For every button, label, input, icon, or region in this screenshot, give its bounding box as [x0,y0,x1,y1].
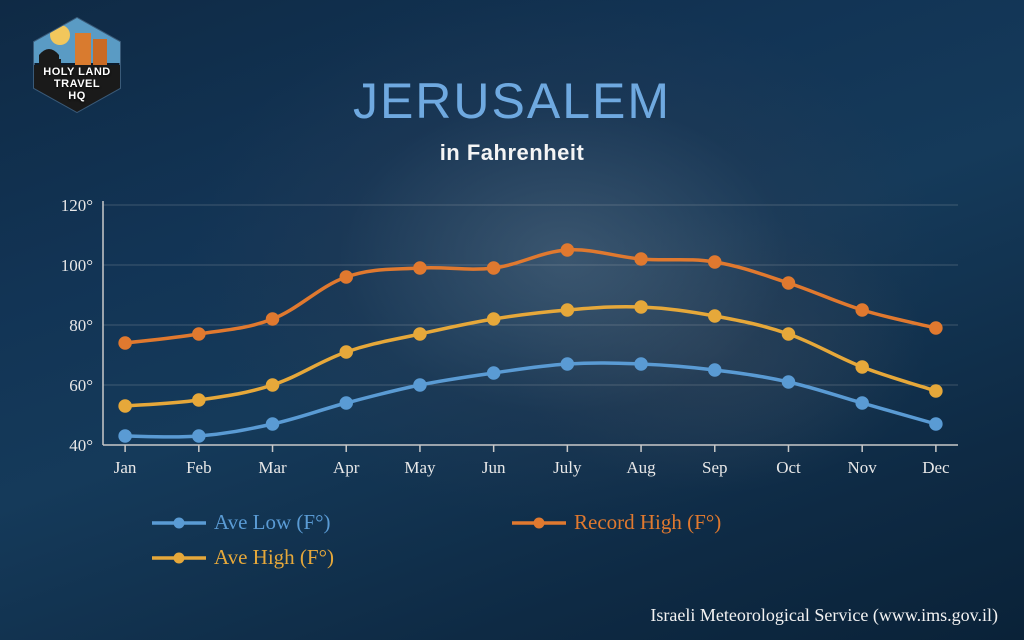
data-point [709,257,720,268]
data-point [636,302,647,313]
y-axis-label: 100° [61,256,93,275]
data-point [488,368,499,379]
series-line-ave_high [125,307,936,406]
data-point [341,347,352,358]
x-axis-label: Apr [333,458,360,477]
x-axis-label: Mar [258,458,287,477]
data-point [193,431,204,442]
data-point [120,431,131,442]
data-point [783,377,794,388]
chart-title: JERUSALEM [0,72,1024,130]
data-point [267,419,278,430]
data-point [562,359,573,370]
y-axis-label: 80° [69,316,93,335]
x-axis-label: May [404,458,436,477]
data-point [414,329,425,340]
data-point [783,278,794,289]
legend-label: Ave High (F°) [214,545,334,570]
data-point [267,380,278,391]
data-point [930,386,941,397]
data-point [930,419,941,430]
data-point [488,263,499,274]
data-point [930,323,941,334]
data-point [636,359,647,370]
x-axis-label: Oct [776,458,801,477]
legend-swatch-icon [150,513,208,533]
x-axis-label: Nov [848,458,878,477]
data-point [709,365,720,376]
data-point [193,329,204,340]
x-axis-label: Feb [186,458,212,477]
data-point [341,398,352,409]
data-point [267,314,278,325]
y-axis-label: 120° [61,196,93,215]
x-axis-label: Dec [922,458,950,477]
data-source-attribution: Israeli Meteorological Service (www.ims.… [650,605,998,626]
series-line-ave_low [125,363,936,437]
legend-swatch-icon [510,513,568,533]
data-point [120,338,131,349]
legend-swatch-icon [150,548,208,568]
data-point [857,305,868,316]
x-axis-label: Jun [482,458,506,477]
legend-label: Ave Low (F°) [214,510,330,535]
data-point [562,245,573,256]
y-axis-label: 40° [69,436,93,455]
data-point [709,311,720,322]
x-axis-label: Jan [114,458,137,477]
data-point [857,362,868,373]
data-point [783,329,794,340]
chart-legend: Ave Low (F°) Record High (F°) Ave High (F°… [150,510,910,570]
data-point [414,380,425,391]
legend-item-ave_high: Ave High (F°) [150,545,510,570]
temperature-line-chart: 40° 60° 80° 100° 120° Jan Feb Mar Apr May Jun July A… [48,195,968,495]
legend-item-ave_low: Ave Low (F°) [150,510,510,535]
legend-label: Record High (F°) [574,510,721,535]
data-point [193,395,204,406]
data-point [488,314,499,325]
data-point [414,263,425,274]
x-axis-label: Aug [626,458,656,477]
x-axis-label: Sep [702,458,728,477]
x-axis-label: July [553,458,582,477]
y-axis-label: 60° [69,376,93,395]
series-line-record_high [125,250,936,343]
legend-item-record_high: Record High (F°) [510,510,870,535]
data-point [636,254,647,265]
data-point [341,272,352,283]
data-point [120,401,131,412]
data-point [562,305,573,316]
chart-subtitle: in Fahrenheit [0,140,1024,166]
data-point [857,398,868,409]
